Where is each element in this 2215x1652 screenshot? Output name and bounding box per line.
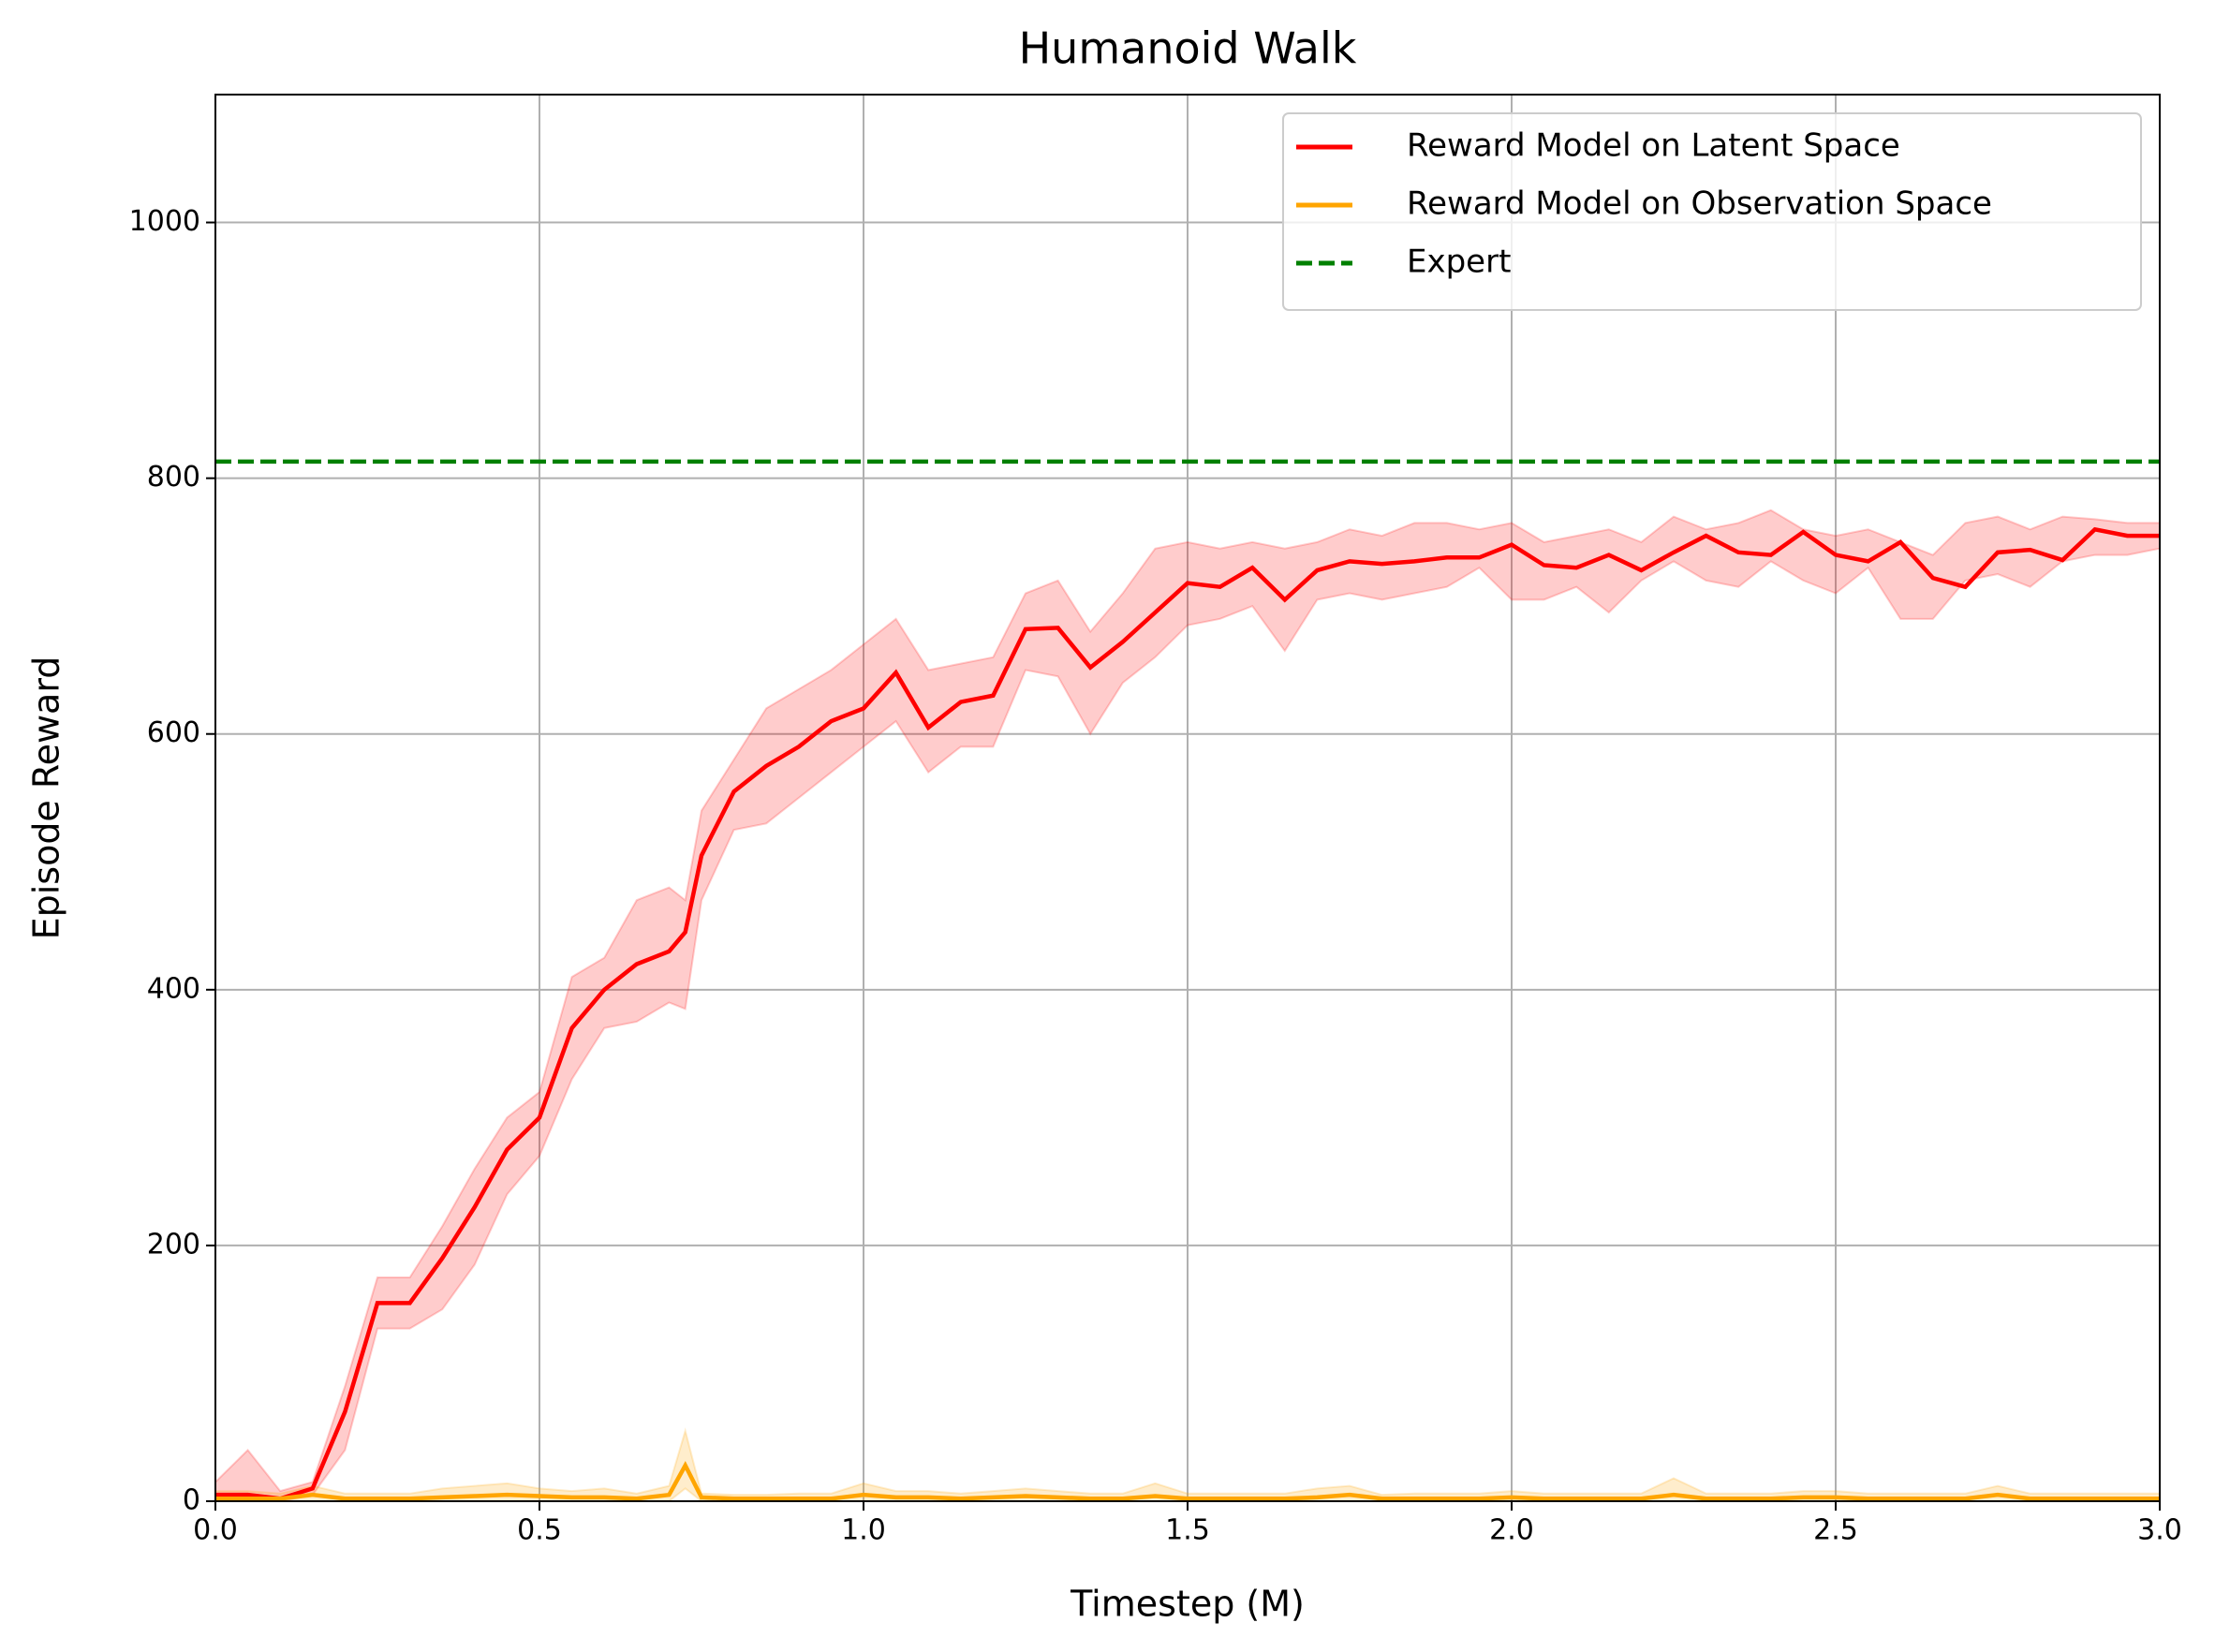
y-tick-label: 200 bbox=[147, 1228, 200, 1261]
legend-label: Reward Model on Observation Space bbox=[1407, 185, 1992, 223]
legend-label: Expert bbox=[1407, 243, 1511, 281]
y-tick-label: 1000 bbox=[129, 205, 200, 238]
x-tick-label: 1.5 bbox=[1165, 1514, 1210, 1547]
x-axis-label: Timestep (M) bbox=[1070, 1584, 1305, 1625]
chart-title: Humanoid Walk bbox=[1019, 23, 1357, 74]
y-tick-label: 800 bbox=[147, 461, 200, 494]
x-tick-label: 2.0 bbox=[1489, 1514, 1534, 1547]
legend-label: Reward Model on Latent Space bbox=[1407, 127, 1900, 165]
line bbox=[215, 1460, 2160, 1501]
x-tick-label: 0.0 bbox=[193, 1514, 238, 1547]
y-tick-label: 400 bbox=[147, 972, 200, 1005]
y-tick-label: 0 bbox=[183, 1484, 200, 1517]
x-tick-label: 1.0 bbox=[841, 1514, 886, 1547]
x-tick-label: 0.5 bbox=[517, 1514, 562, 1547]
y-tick-label: 600 bbox=[147, 716, 200, 749]
x-tick-label: 2.5 bbox=[1813, 1514, 1858, 1547]
plot-frame bbox=[214, 94, 2161, 1502]
line bbox=[215, 526, 2160, 1501]
y-axis-label: Episode Reward bbox=[26, 656, 67, 940]
x-tick-label: 3.0 bbox=[2137, 1514, 2182, 1547]
legend-box bbox=[1282, 112, 2142, 311]
